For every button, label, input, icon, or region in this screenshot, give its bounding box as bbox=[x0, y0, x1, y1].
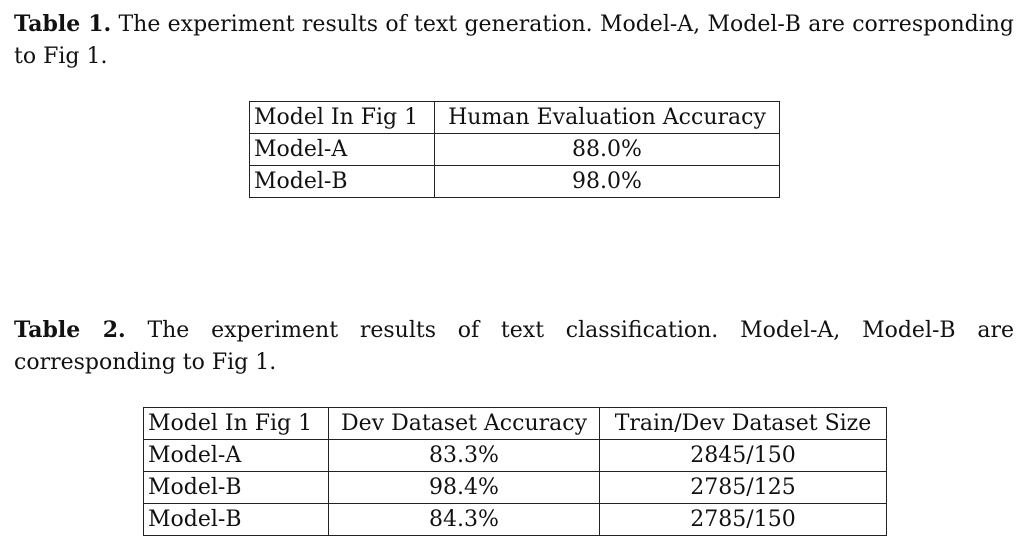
table1-caption-label: Table 1. bbox=[14, 11, 112, 37]
table1-header-cell: Model In Fig 1 bbox=[249, 101, 435, 134]
table-row: Model-A 88.0% bbox=[249, 133, 780, 166]
table2-cell: Model-B bbox=[143, 503, 329, 536]
table2-cell: 2845/150 bbox=[599, 439, 887, 472]
table2-header-cell: Dev Dataset Accuracy bbox=[328, 407, 600, 440]
table-row: Model-B 98.0% bbox=[249, 165, 780, 198]
table1-cell: 88.0% bbox=[434, 133, 780, 166]
table2-cell: 83.3% bbox=[328, 439, 600, 472]
table1-header-cell: Human Evaluation Accuracy bbox=[434, 101, 780, 134]
table1-cell: 98.0% bbox=[434, 165, 780, 198]
table1: Model In Fig 1 Human Evaluation Accuracy… bbox=[249, 101, 780, 198]
table2-cell: 2785/125 bbox=[599, 471, 887, 504]
table2-cell: 2785/150 bbox=[599, 503, 887, 536]
table2-header-cell: Train/Dev Dataset Size bbox=[599, 407, 887, 440]
table1-header-row: Model In Fig 1 Human Evaluation Accuracy bbox=[249, 101, 780, 134]
table-row: Model-B 98.4% 2785/125 bbox=[143, 471, 887, 504]
table2-header-cell: Model In Fig 1 bbox=[143, 407, 329, 440]
table-row: Model-B 84.3% 2785/150 bbox=[143, 503, 887, 536]
table2-header-row: Model In Fig 1 Dev Dataset Accuracy Trai… bbox=[143, 407, 887, 440]
table1-cell: Model-B bbox=[249, 165, 435, 198]
table2-cell: 84.3% bbox=[328, 503, 600, 536]
table2-caption-text: The experiment results of text classific… bbox=[14, 318, 1015, 375]
table2-caption-label: Table 2. bbox=[14, 317, 126, 343]
table-row: Model-A 83.3% 2845/150 bbox=[143, 439, 887, 472]
table2-cell: Model-B bbox=[143, 471, 329, 504]
table2-cell: Model-A bbox=[143, 439, 329, 472]
table2: Model In Fig 1 Dev Dataset Accuracy Trai… bbox=[143, 407, 887, 536]
table1-caption-text: The experiment results of text generatio… bbox=[14, 12, 1014, 69]
table1-caption: Table 1. The experiment results of text … bbox=[14, 8, 1014, 73]
table2-cell: 98.4% bbox=[328, 471, 600, 504]
table1-cell: Model-A bbox=[249, 133, 435, 166]
table2-caption: Table 2. The experiment results of text … bbox=[14, 314, 1014, 379]
